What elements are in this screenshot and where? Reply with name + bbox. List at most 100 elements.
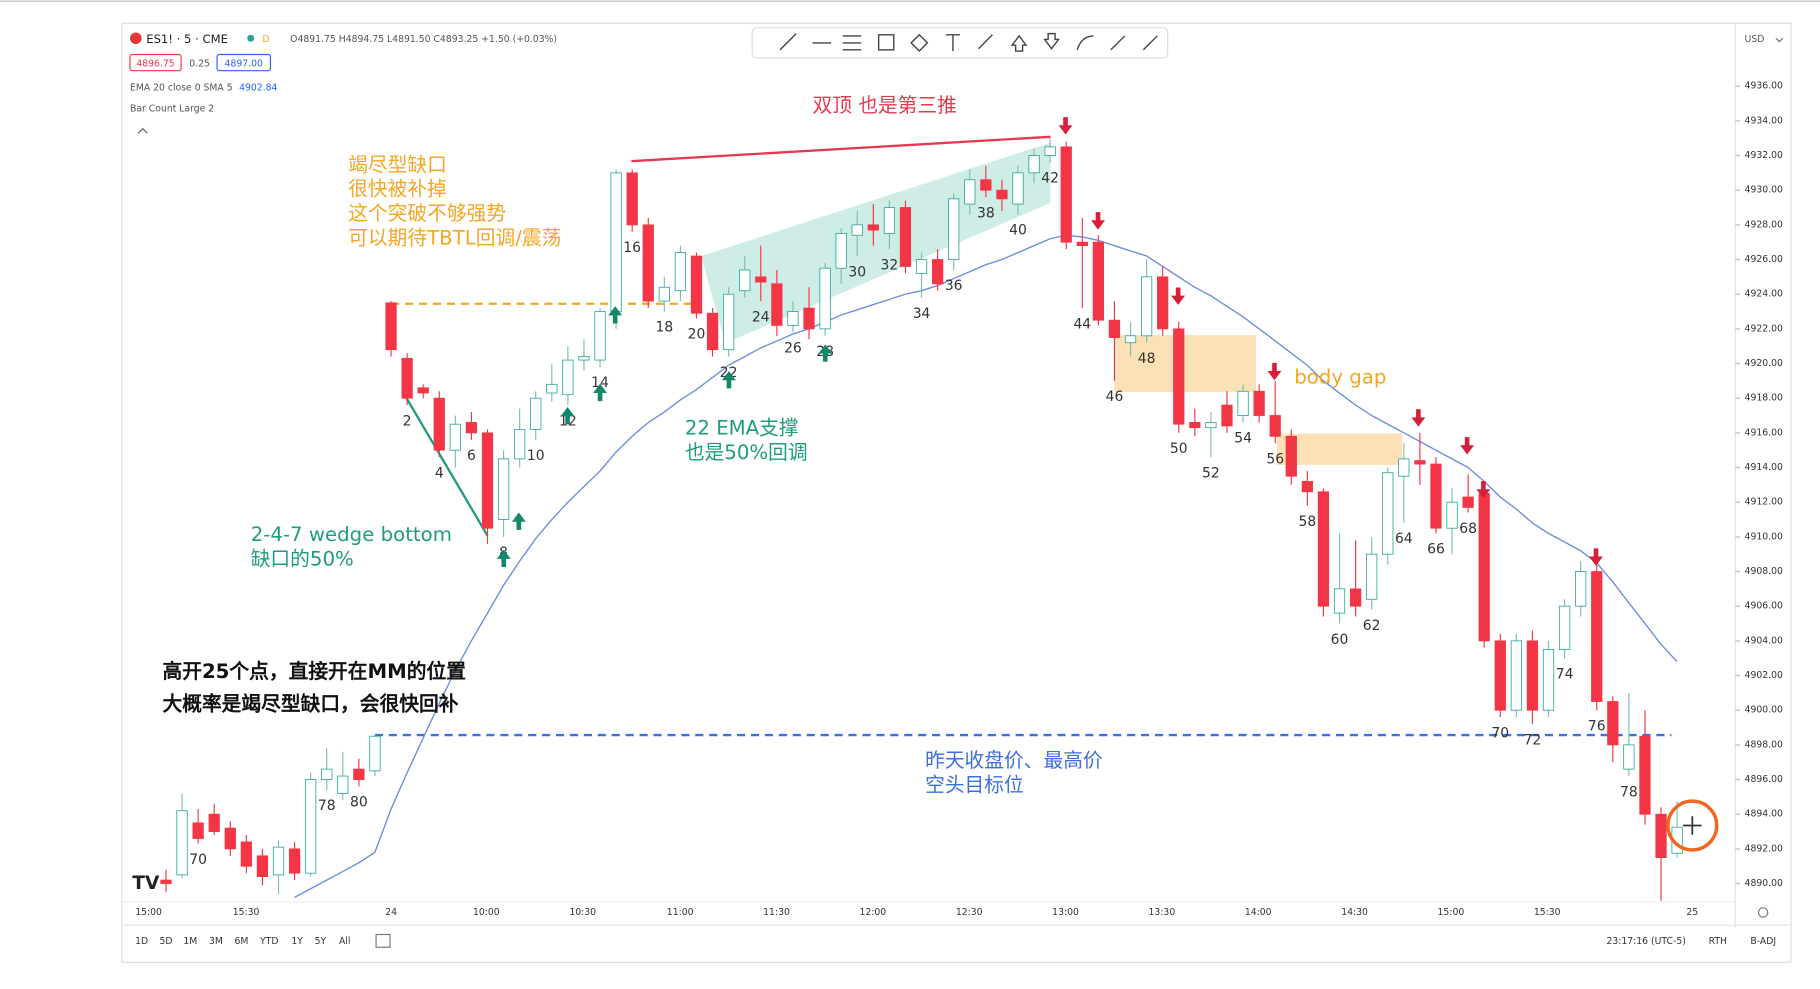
- tv-logo[interactable]: TV: [132, 873, 160, 894]
- indicator[interactable]: EMA 20 close 0 SMA 5: [130, 83, 233, 94]
- gap-box: [1276, 433, 1403, 465]
- bar-number: 44: [1073, 316, 1091, 332]
- bar-number: 66: [1427, 542, 1445, 558]
- annotation: 这个突破不够强势: [348, 202, 506, 225]
- candle-body: [1398, 458, 1410, 477]
- candle-body: [514, 428, 526, 460]
- candle-body: [1382, 472, 1394, 555]
- range-button[interactable]: 1M: [183, 936, 197, 947]
- tool-shape[interactable]: [910, 33, 929, 52]
- symbol[interactable]: ES1! · 5 · CME: [146, 32, 228, 46]
- candle-body: [1173, 328, 1185, 425]
- candles: 7078802468101214161820222426283032343638…: [160, 138, 1683, 901]
- candle-body: [1060, 146, 1072, 243]
- candle-body: [1623, 744, 1635, 770]
- indicator-value: 4902.84: [239, 83, 277, 94]
- tool-fib[interactable]: [842, 35, 862, 51]
- range-button[interactable]: 1D: [135, 936, 148, 947]
- annotation: 大概率是竭尽型缺口，会很快回补: [163, 692, 459, 715]
- candle-body: [1349, 588, 1362, 607]
- bar-number: 32: [881, 257, 899, 273]
- date-picker[interactable]: [375, 933, 391, 948]
- candle-body: [883, 207, 896, 234]
- range-button[interactable]: 3M: [209, 936, 223, 947]
- y-tick-label: 4904.00: [1745, 635, 1783, 646]
- candle-body: [819, 267, 831, 330]
- y-tick-label: 4892.00: [1745, 843, 1783, 854]
- bar-number: 48: [1138, 351, 1156, 367]
- range-button[interactable]: 5Y: [315, 936, 327, 947]
- range-button[interactable]: All: [339, 936, 351, 947]
- candle-body: [803, 307, 815, 330]
- y-tick-label: 4930.00: [1745, 185, 1783, 196]
- candle-body: [642, 224, 654, 302]
- tool-down[interactable]: [1043, 32, 1060, 50]
- annotation: 空头目标位: [925, 774, 1024, 797]
- cursor-ring: [1666, 799, 1719, 852]
- x-tick-label: 10:00: [473, 907, 500, 918]
- annotation: 可以期待TBTL回调/震荡: [348, 226, 561, 249]
- bar-number: 36: [945, 278, 963, 294]
- candle-body: [546, 383, 558, 394]
- bar-count[interactable]: Bar Count Large 2: [130, 103, 214, 114]
- candle-body: [610, 172, 622, 312]
- candle-body: [851, 224, 863, 236]
- bar-number: 46: [1106, 389, 1124, 405]
- bar-number: 2: [403, 413, 412, 429]
- ask-box[interactable]: [216, 53, 272, 72]
- candle-body: [1575, 571, 1587, 607]
- session[interactable]: RTH: [1709, 936, 1727, 947]
- candle-body: [1221, 404, 1233, 427]
- adjust[interactable]: B-ADJ: [1750, 936, 1776, 947]
- annotation: 昨天收盘价、最高价: [925, 749, 1103, 772]
- annotation: 缺口的50%: [251, 548, 354, 571]
- candle-body: [401, 357, 413, 399]
- tool-trend[interactable]: [779, 33, 797, 51]
- y-tick-label: 4912.00: [1745, 497, 1783, 508]
- range-button[interactable]: YTD: [259, 936, 278, 947]
- tool-rect[interactable]: [877, 34, 895, 51]
- bid-box[interactable]: [129, 53, 182, 72]
- candle-body: [1253, 390, 1265, 416]
- x-tick-label: 13:30: [1149, 907, 1176, 918]
- candle-body: [1285, 435, 1297, 477]
- candle-body: [1478, 493, 1490, 642]
- candle-body: [449, 423, 461, 451]
- tool-ruler[interactable]: [1142, 35, 1158, 51]
- y-tick-label: 4894.00: [1745, 809, 1783, 820]
- annotation: 竭尽型缺口: [348, 153, 447, 176]
- bar-number: 64: [1395, 531, 1413, 547]
- candle-body: [1558, 605, 1571, 650]
- candle-body: [385, 302, 397, 351]
- wedge-line: [405, 397, 489, 537]
- settings-icon[interactable]: [1757, 907, 1769, 918]
- candle-body: [1044, 146, 1056, 156]
- candle-body: [1510, 640, 1522, 711]
- tool-up[interactable]: [1010, 34, 1028, 52]
- range-button[interactable]: 5D: [159, 936, 172, 947]
- symbol-icon: [130, 32, 142, 45]
- tool-brush[interactable]: [977, 34, 993, 50]
- y-tick-label: 4896.00: [1745, 774, 1783, 785]
- y-tick-label: 4924.00: [1745, 289, 1783, 300]
- collapse-icon[interactable]: [137, 127, 148, 134]
- range-button[interactable]: 6M: [234, 936, 248, 947]
- cursor: [1683, 816, 1702, 835]
- tool-text[interactable]: [945, 34, 960, 52]
- range-buttons: 1D 5D 1M 3M 6M YTD 1Y 5Y All: [135, 936, 350, 947]
- currency[interactable]: USD: [1745, 34, 1765, 45]
- bar-number: 68: [1459, 521, 1477, 537]
- range-button[interactable]: 1Y: [291, 936, 303, 947]
- status-dot: [247, 34, 255, 42]
- x-tick-label: 11:00: [667, 907, 694, 918]
- status-d: D: [262, 34, 269, 45]
- candle-body: [948, 198, 960, 260]
- x-tick-label: 15:00: [1438, 907, 1465, 918]
- x-tick-label: 15:30: [1534, 907, 1561, 918]
- candle-body: [1607, 701, 1619, 746]
- tool-curve[interactable]: [1076, 35, 1094, 51]
- annotation: body gap: [1294, 365, 1386, 388]
- tool-pen[interactable]: [1110, 35, 1126, 51]
- candle-body: [497, 458, 510, 520]
